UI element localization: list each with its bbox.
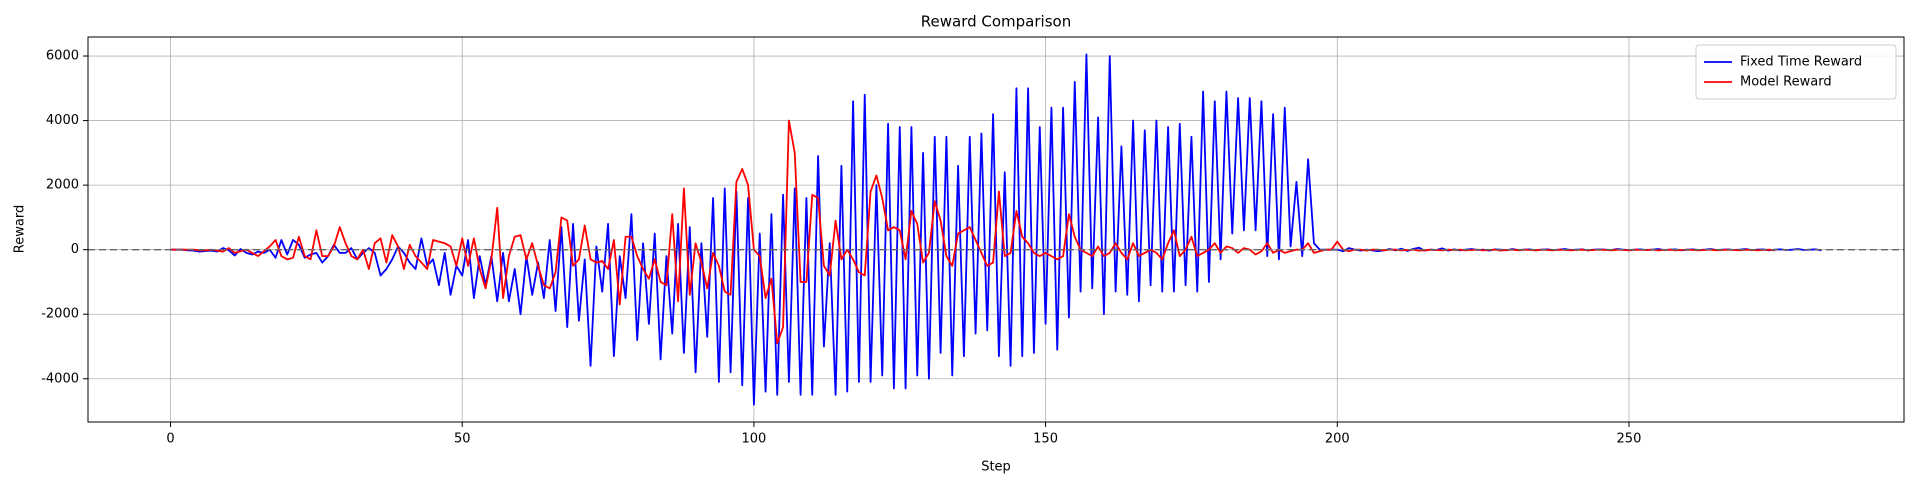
legend-box	[1695, 44, 1897, 100]
x-tick-label: 250	[1617, 432, 1642, 447]
x-tick-label: 100	[741, 432, 766, 447]
y-tick-label: 6000	[46, 49, 79, 64]
y-axis-label: Reward	[13, 205, 28, 253]
chart-title: Reward Comparison	[921, 13, 1071, 31]
x-tick-label: 200	[1325, 432, 1350, 447]
y-tick-label: 2000	[46, 178, 79, 193]
y-tick-label: 0	[71, 242, 79, 257]
y-tick-label: -2000	[41, 307, 79, 322]
x-tick-label: 0	[166, 432, 174, 447]
y-tick-label: 4000	[46, 113, 79, 128]
x-tick-label: 150	[1033, 432, 1058, 447]
series-line	[170, 119, 1775, 345]
y-tick-label: -4000	[41, 371, 79, 386]
legend-label: Fixed Time Reward	[1740, 55, 1862, 70]
x-axis-label: Step	[981, 460, 1011, 475]
legend: Fixed Time Reward Model Reward	[1695, 44, 1897, 100]
legend-label: Model Reward	[1740, 75, 1832, 90]
x-tick-label: 50	[454, 432, 471, 447]
plot-frame	[87, 36, 1905, 423]
